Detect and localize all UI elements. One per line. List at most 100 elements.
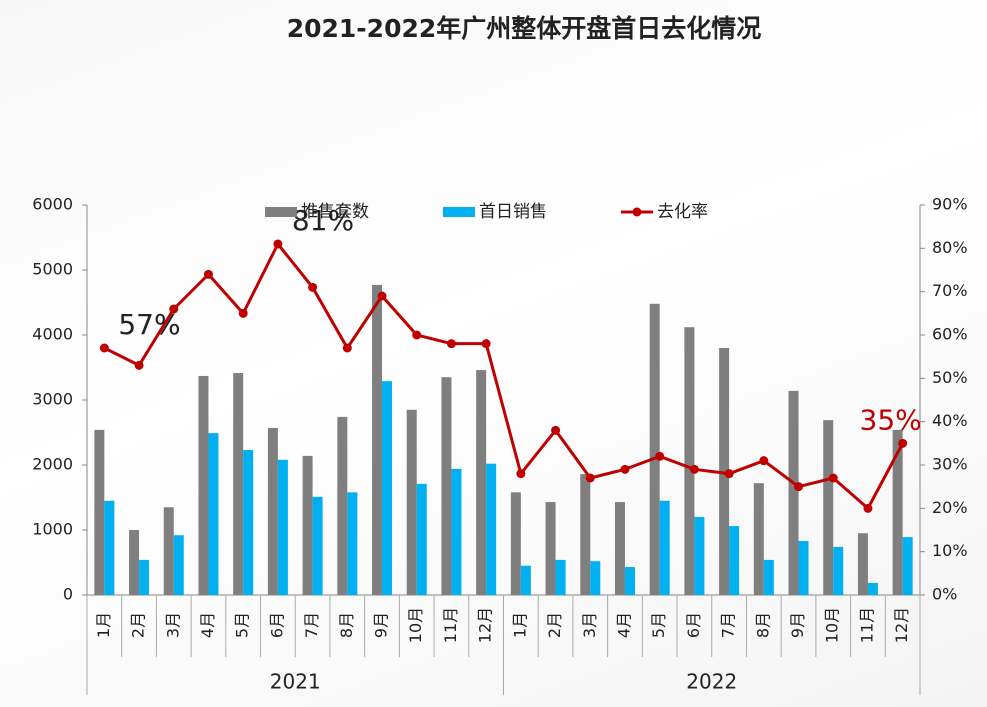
point	[308, 282, 318, 292]
bar	[208, 433, 219, 595]
bar	[372, 284, 383, 595]
point	[828, 473, 838, 483]
point	[551, 425, 561, 435]
bar	[649, 303, 660, 595]
bar	[129, 530, 140, 595]
bar	[545, 502, 556, 595]
bar	[659, 500, 670, 595]
x-tick-label: 12月	[892, 607, 911, 643]
bar	[590, 561, 601, 595]
y2-tick-label: 70%	[932, 281, 968, 300]
bar	[833, 546, 844, 595]
x-tick-label: 3月	[580, 612, 599, 638]
bar	[451, 468, 462, 595]
bar	[198, 375, 209, 595]
y2-tick-label: 80%	[932, 238, 968, 257]
y2-tick-label: 50%	[932, 368, 968, 387]
x-tick-label: 9月	[372, 612, 391, 638]
bar	[510, 492, 521, 595]
bar	[763, 559, 774, 595]
bar	[163, 507, 174, 595]
x-tick-label: 2月	[129, 612, 148, 638]
y-tick-label: 3000	[32, 390, 73, 409]
legend-swatch	[632, 207, 642, 217]
point	[99, 343, 109, 353]
bar	[104, 500, 115, 595]
y-tick-label: 4000	[32, 325, 73, 344]
data-label: 57%	[118, 308, 180, 341]
bar	[302, 455, 313, 595]
x-tick-label: 1月	[510, 612, 529, 638]
x-tick-label: 8月	[337, 612, 356, 638]
bar	[94, 429, 105, 595]
point	[203, 269, 213, 279]
bar	[233, 373, 244, 595]
bar	[694, 517, 705, 595]
bar	[347, 492, 358, 595]
point	[655, 451, 665, 461]
x-tick-label: 11月	[441, 607, 460, 643]
x-tick-label: 7月	[719, 612, 738, 638]
y-tick-label: 5000	[32, 260, 73, 279]
x-tick-label: 6月	[267, 612, 286, 638]
y2-tick-label: 20%	[932, 498, 968, 517]
bar	[520, 565, 531, 595]
bar	[719, 348, 730, 595]
point	[863, 503, 873, 513]
point	[620, 464, 630, 474]
legend-swatch	[265, 207, 297, 217]
x-tick-label: 2月	[545, 612, 564, 638]
bar	[753, 483, 764, 595]
y-tick-label: 6000	[32, 195, 73, 214]
line	[103, 241, 904, 511]
bar	[580, 474, 591, 595]
chart-title: 2021-2022年广州整体开盘首日去化情况	[287, 14, 762, 43]
point	[412, 330, 422, 340]
x-tick-label: 10月	[406, 607, 425, 643]
x-tick-label: 4月	[614, 612, 633, 638]
bar	[823, 420, 834, 595]
bar	[139, 559, 150, 595]
bar	[476, 370, 487, 595]
bar	[382, 381, 393, 595]
point	[134, 360, 144, 370]
x-tick-label: 9月	[788, 612, 807, 638]
y2-tick-label: 60%	[932, 325, 968, 344]
bar	[243, 450, 254, 595]
point	[794, 482, 804, 492]
bar	[337, 416, 348, 595]
bar	[173, 535, 184, 595]
bar	[416, 483, 427, 595]
point	[481, 339, 491, 349]
bar	[684, 327, 695, 595]
legend-label: 推售套数	[301, 202, 369, 222]
bar	[892, 429, 903, 595]
y2-tick-label: 90%	[932, 195, 968, 214]
bar	[441, 377, 452, 595]
x-tick-label: 7月	[302, 612, 321, 638]
point	[377, 291, 387, 301]
point	[238, 308, 248, 318]
point	[724, 469, 734, 479]
x-tick-label: 4月	[198, 612, 217, 638]
data-label: 81%	[292, 204, 354, 237]
point	[516, 469, 526, 479]
point	[689, 464, 699, 474]
x-tick-label: 1月	[94, 612, 113, 638]
x-tick-label: 5月	[649, 612, 668, 638]
point	[446, 339, 456, 349]
x-tick-label: 12月	[476, 607, 495, 643]
x-tick-label: 5月	[233, 612, 252, 638]
bar	[867, 582, 878, 595]
y2-tick-label: 10%	[932, 541, 968, 560]
bar	[277, 459, 288, 595]
point	[342, 343, 352, 353]
bar	[312, 496, 323, 595]
y-tick-label: 1000	[32, 520, 73, 539]
group-label: 2021	[270, 670, 321, 694]
point	[273, 239, 283, 249]
x-tick-label: 8月	[753, 612, 772, 638]
bar	[406, 409, 417, 595]
bar	[729, 526, 740, 595]
